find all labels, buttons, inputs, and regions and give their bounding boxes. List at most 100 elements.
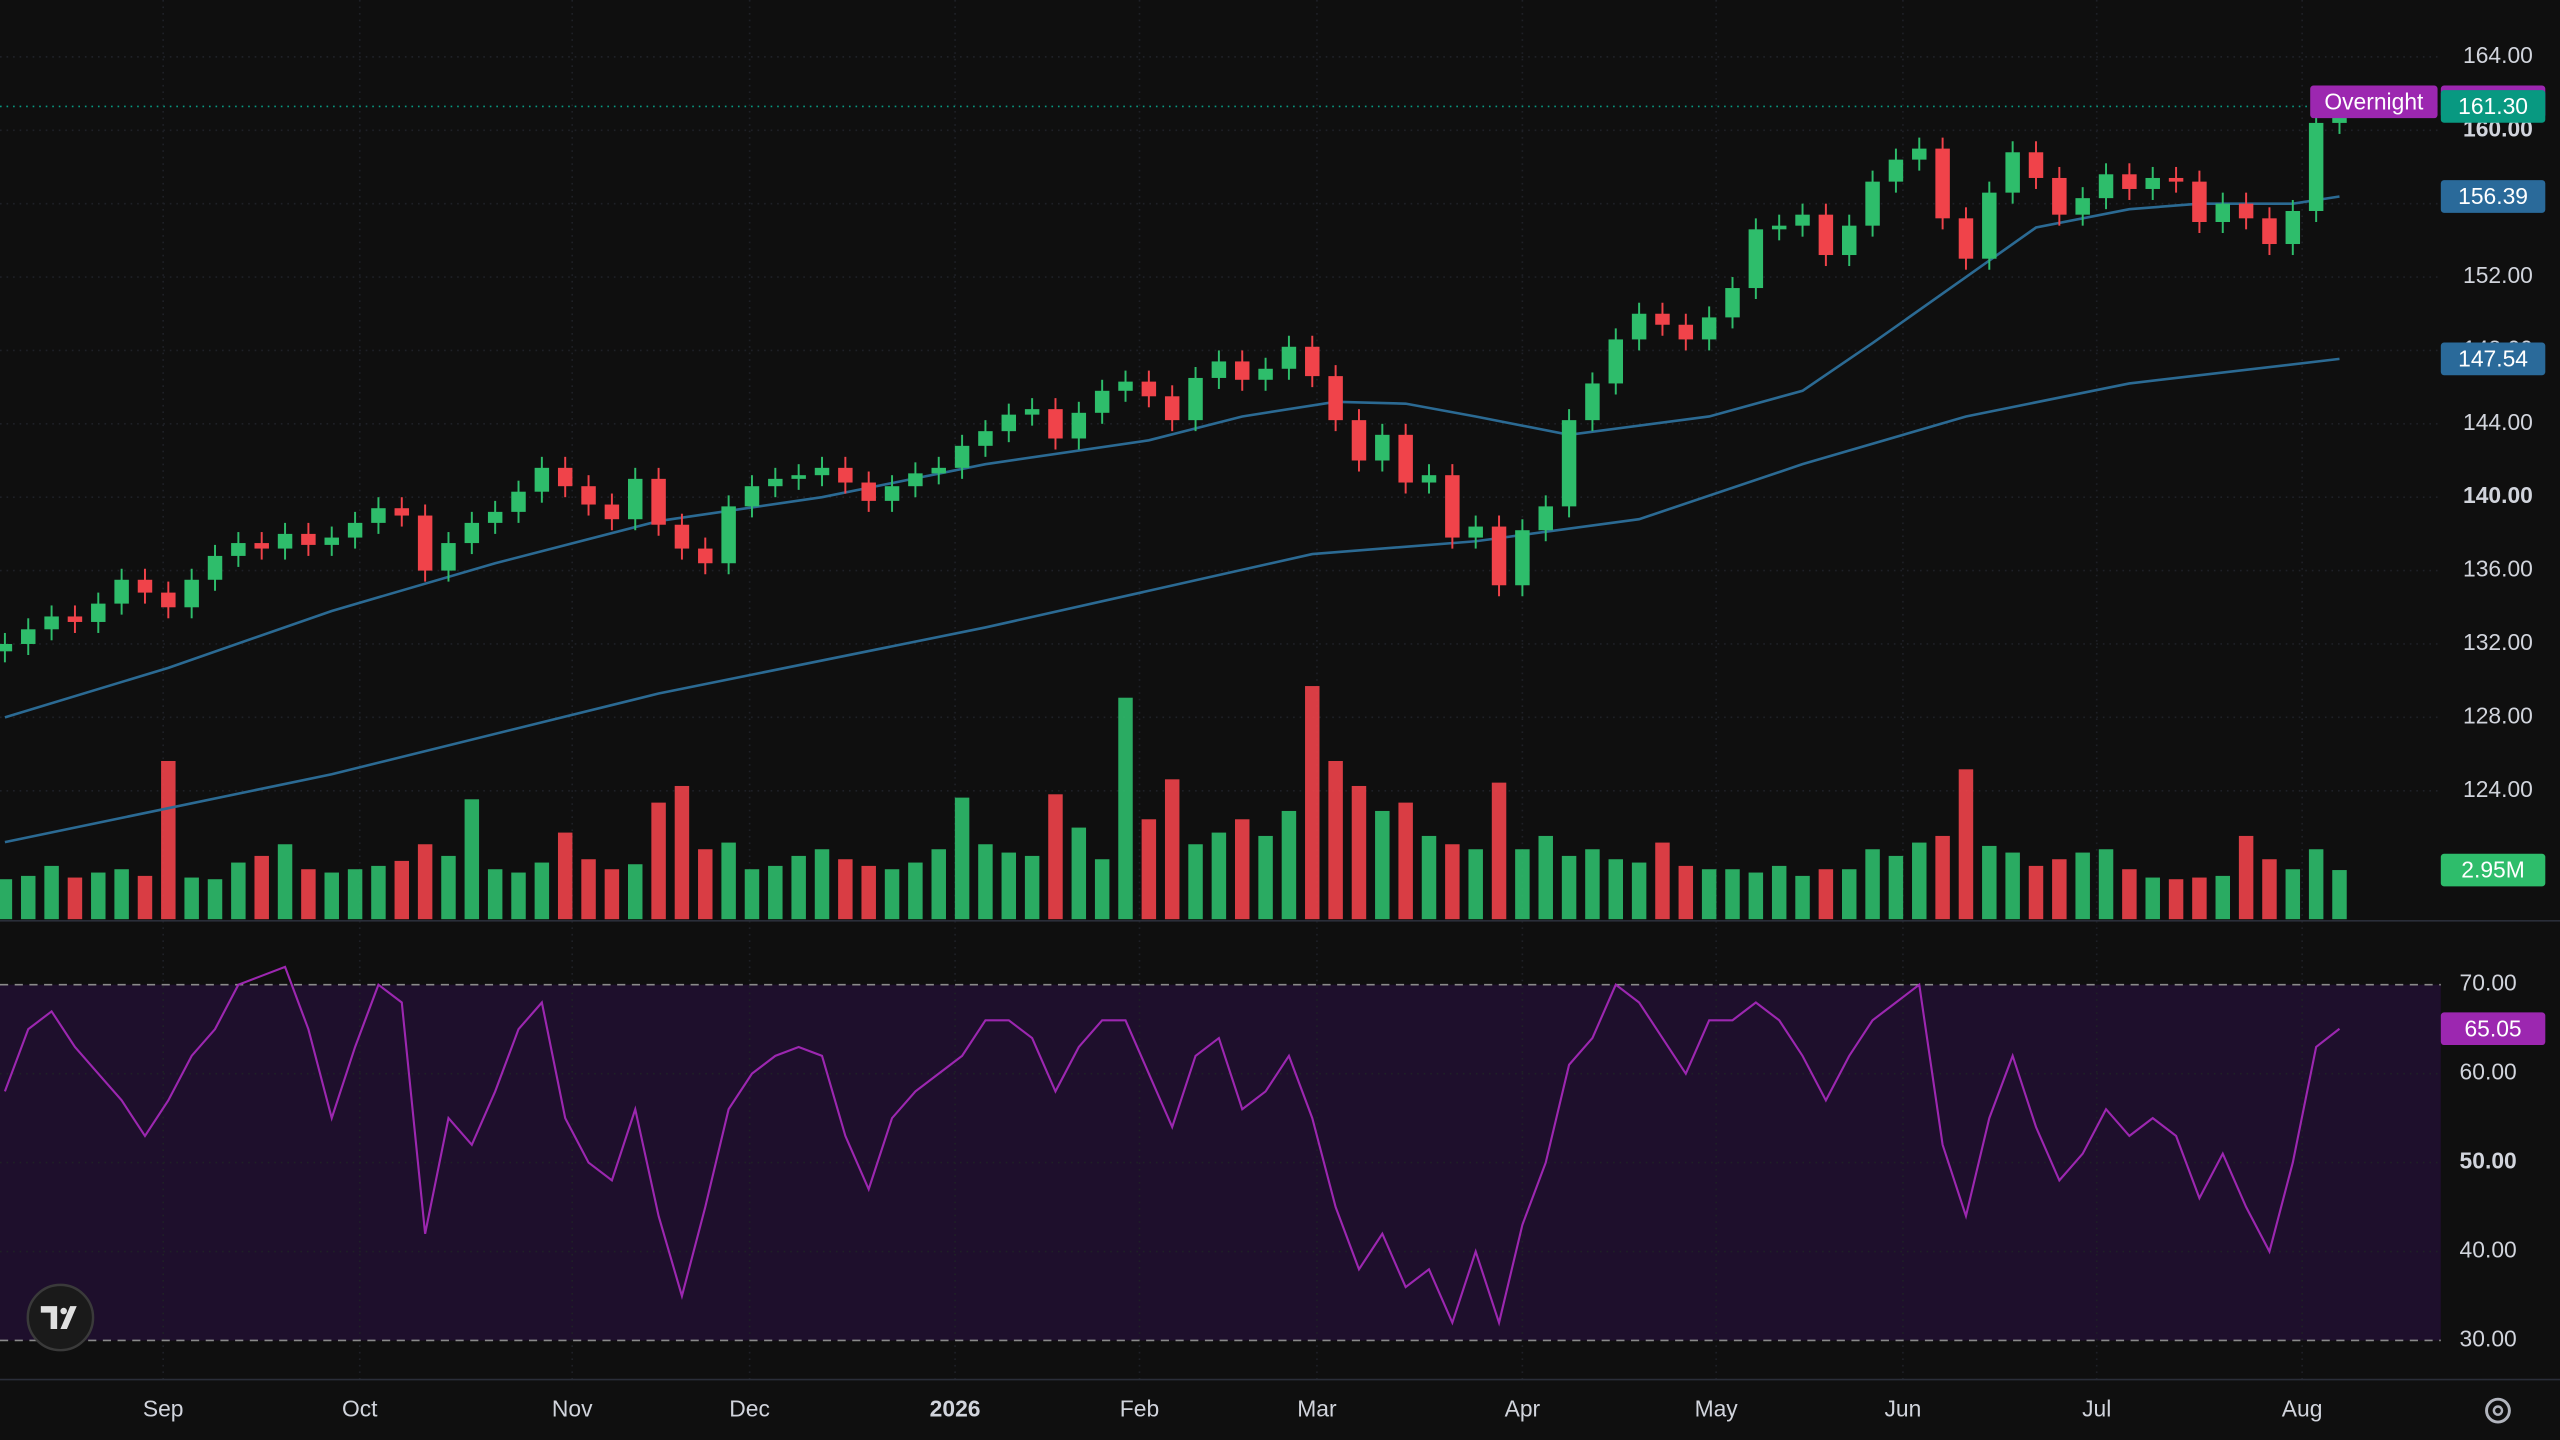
candle-body — [114, 579, 129, 604]
candle-body — [1281, 346, 1297, 369]
volume-bar — [1771, 865, 1787, 920]
volume-bar — [1608, 859, 1624, 920]
x-tick-label: Jul — [2082, 1396, 2111, 1422]
settings-button[interactable] — [2485, 1397, 2511, 1424]
candle-body — [1328, 376, 1343, 421]
volume-bar — [511, 872, 526, 920]
candle-body — [1678, 324, 1694, 340]
volume-bar — [1188, 844, 1203, 920]
volume-bar — [978, 844, 993, 920]
candle-body — [1351, 420, 1367, 461]
volume-bar — [1445, 844, 1460, 920]
candle-body — [2238, 203, 2254, 219]
x-tick-label: Dec — [729, 1396, 770, 1422]
logo[interactable] — [26, 1283, 95, 1352]
volume-bar — [2238, 835, 2254, 920]
volume-bar — [2052, 859, 2067, 920]
x-tick-label: Mar — [1297, 1396, 1337, 1422]
x-tick-label: Aug — [2282, 1396, 2323, 1422]
rsi-tick-label: 70.00 — [2460, 970, 2517, 996]
volume-bar — [1351, 785, 1367, 920]
candle-body — [417, 515, 433, 571]
candle-body — [1631, 313, 1647, 340]
candle-body — [1935, 148, 1950, 219]
volume-bar — [254, 855, 269, 920]
candle-body — [978, 431, 993, 446]
volume-bar — [1001, 852, 1017, 920]
candle-body — [1725, 288, 1740, 318]
candle-body — [44, 616, 59, 630]
y-tick-label: 144.00 — [2463, 409, 2533, 435]
rsi-label-text: 65.05 — [2464, 1015, 2521, 1041]
candle-body — [2145, 177, 2160, 189]
volume-bar — [581, 859, 596, 920]
candle-body — [1305, 346, 1320, 377]
volume-bar — [814, 849, 830, 920]
candle-body — [1048, 409, 1063, 439]
x-tick-label: Feb — [1120, 1396, 1159, 1422]
price-label-name-box — [2310, 85, 2438, 119]
volume-bar — [324, 872, 339, 920]
volume-bar — [1468, 849, 1483, 920]
volume-bar — [1048, 794, 1063, 920]
volume-bar — [1328, 760, 1343, 920]
volume-bar — [1982, 845, 1997, 920]
candle-body — [1515, 530, 1530, 586]
volume-bar — [487, 869, 503, 920]
candle-body — [1188, 377, 1203, 421]
volume-bar — [2332, 870, 2347, 920]
candle-body — [604, 504, 620, 520]
x-tick-label: Jun — [1885, 1396, 1922, 1422]
volume-bar — [861, 865, 876, 920]
volume-bar — [67, 877, 83, 920]
candle-body — [1795, 214, 1810, 226]
candle-body — [371, 508, 386, 523]
candle-body — [464, 522, 480, 544]
candle-body — [2005, 152, 2020, 193]
volume-bar — [184, 877, 199, 920]
volume-bar — [2262, 859, 2277, 920]
volume-bar — [44, 865, 59, 920]
volume-bar — [1912, 842, 1927, 920]
volume-bar — [1258, 835, 1273, 920]
price-label-text: 161.30 — [2458, 93, 2528, 119]
volume-bar — [21, 875, 36, 920]
candle-body — [1118, 381, 1133, 391]
candle-body — [347, 522, 363, 538]
volume-bar — [1234, 819, 1250, 920]
volume-bar — [207, 879, 223, 920]
volume-bar — [1655, 842, 1670, 920]
candle-body — [1958, 218, 1974, 259]
volume-bar — [674, 785, 690, 920]
candle-body — [1982, 192, 1997, 259]
volume-bar — [1398, 802, 1413, 920]
volume-bar — [768, 865, 783, 920]
logo-dot — [60, 1307, 67, 1315]
y-tick-label: 152.00 — [2463, 262, 2533, 288]
volume-bar — [2005, 852, 2020, 920]
volume-bar — [1421, 835, 1437, 920]
volume-bar — [604, 869, 620, 920]
volume-bar — [1865, 849, 1880, 920]
candle-body — [1491, 526, 1507, 586]
volume-bar — [838, 859, 853, 920]
y-tick-label: 132.00 — [2463, 629, 2533, 655]
candle-body — [1375, 434, 1390, 461]
x-tick-label: 2026 — [930, 1396, 981, 1422]
candle-body — [207, 555, 223, 580]
volume-bar — [744, 869, 760, 920]
volume-bar — [1164, 779, 1180, 920]
volume-bar — [1935, 835, 1950, 920]
volume-label-text: 2.95M — [2461, 857, 2525, 883]
volume-bar — [1725, 869, 1740, 920]
volume-bar — [1748, 872, 1764, 920]
volume-bar — [2122, 869, 2137, 920]
volume-label-box — [2440, 853, 2546, 887]
logo-circle — [26, 1283, 95, 1352]
volume-bar — [1141, 819, 1157, 920]
volume-bar — [91, 872, 106, 920]
volume-bar — [277, 844, 293, 920]
volume-bar — [1024, 855, 1040, 920]
rsi-tick-label: 30.00 — [2460, 1325, 2517, 1351]
candle-body — [791, 475, 806, 479]
